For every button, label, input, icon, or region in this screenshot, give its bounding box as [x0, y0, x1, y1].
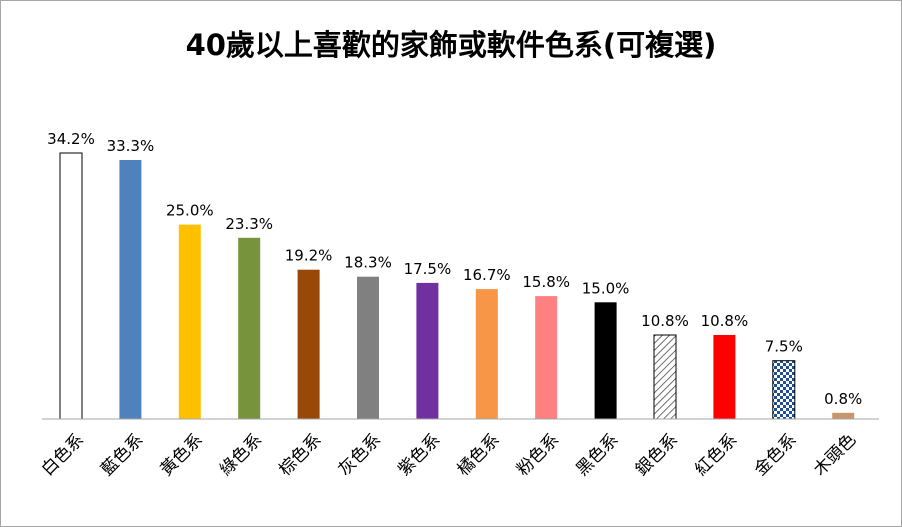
bar-8: [475, 289, 498, 419]
bar-11: [653, 334, 677, 420]
bar-14: [832, 412, 855, 419]
category-label-11: 銀色系: [632, 430, 682, 480]
bar-1: [59, 152, 83, 420]
bar-9: [535, 296, 558, 419]
category-label-5: 棕色系: [275, 430, 325, 480]
value-label-1: 34.2%: [47, 130, 95, 148]
value-label-11: 10.8%: [641, 312, 689, 330]
bar-4: [238, 237, 261, 419]
bar-13: [772, 360, 796, 420]
value-label-7: 17.5%: [404, 260, 452, 278]
category-label-10: 黑色系: [572, 430, 622, 480]
bar-6: [357, 276, 379, 419]
category-label-2: 藍色系: [97, 430, 147, 480]
value-label-14: 0.8%: [824, 390, 862, 408]
value-label-8: 16.7%: [463, 266, 511, 284]
chart-title: 40歲以上喜歡的家飾或軟件色系(可複選): [185, 28, 717, 62]
category-label-9: 粉色系: [513, 430, 563, 480]
category-label-8: 橘色系: [454, 430, 504, 480]
value-label-5: 19.2%: [285, 247, 333, 265]
bar-3: [178, 224, 201, 419]
bar-10: [594, 302, 617, 419]
category-label-3: 黃色系: [157, 430, 207, 480]
value-label-13: 7.5%: [765, 338, 803, 356]
category-label-14: 木頭色: [810, 430, 860, 480]
value-label-4: 23.3%: [225, 215, 273, 233]
category-label-6: 灰色系: [335, 430, 385, 480]
bar-2: [119, 160, 142, 419]
value-label-10: 15.0%: [582, 279, 630, 297]
value-label-9: 15.8%: [522, 273, 570, 291]
category-label-7: 紫色系: [394, 430, 444, 480]
bar-5: [297, 269, 320, 419]
category-label-1: 白色系: [38, 430, 88, 480]
value-label-12: 10.8%: [701, 312, 749, 330]
bar-12: [713, 335, 736, 419]
category-label-4: 綠色系: [216, 430, 266, 480]
value-label-2: 33.3%: [107, 137, 155, 155]
bar-7: [416, 282, 439, 419]
value-label-3: 25.0%: [166, 202, 214, 220]
category-label-13: 金色系: [751, 430, 801, 480]
value-label-6: 18.3%: [344, 254, 392, 272]
category-label-12: 紅色系: [691, 430, 741, 480]
